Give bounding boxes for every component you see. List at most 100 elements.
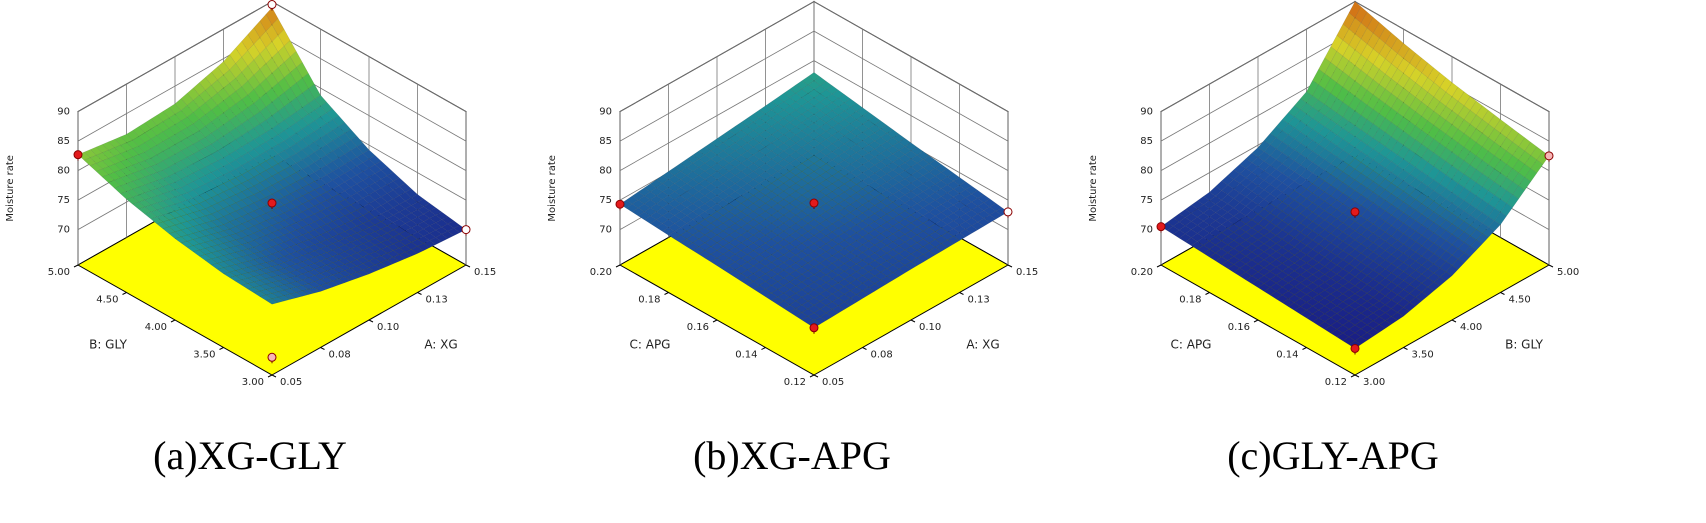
y-tick-label: 0.20: [590, 267, 612, 278]
surface-patch: [1360, 316, 1374, 325]
surface-patch: [1372, 264, 1386, 275]
surface-patch: [1512, 132, 1526, 147]
surface-patch: [1421, 218, 1435, 229]
surface-patch: [1275, 163, 1289, 174]
surface-patch: [1318, 219, 1332, 230]
surface-patch: [332, 194, 346, 203]
surface-patch: [1275, 220, 1289, 231]
surface-patch: [1306, 95, 1319, 108]
surface-patch: [1281, 290, 1295, 299]
surface-patch: [320, 174, 333, 185]
surface-patch: [247, 176, 261, 187]
design-point: [615, 199, 625, 209]
surface-patch: [1348, 168, 1362, 181]
surface-patch: [1330, 328, 1344, 338]
surface-patch: [417, 198, 431, 207]
surface-patch: [1166, 217, 1180, 227]
surface-patch: [283, 277, 297, 284]
surface-patch: [1415, 264, 1429, 275]
surface-patch: [1427, 152, 1441, 167]
surface-patch: [1421, 207, 1435, 219]
y-tick-label: 0.12: [1325, 377, 1347, 388]
surface-patch: [338, 264, 352, 271]
surface-patch: [1433, 183, 1447, 195]
surface-patch: [1360, 332, 1374, 341]
surface-patch: [1378, 73, 1392, 90]
surface-patch: [1360, 187, 1374, 199]
design-point: [1003, 207, 1013, 217]
surface-patch: [314, 137, 327, 149]
surface-patch: [1275, 286, 1289, 296]
surface-patch: [1239, 255, 1253, 265]
surface-patch: [1245, 181, 1259, 192]
surface-patch: [1409, 111, 1422, 127]
y-axis-label: B: GLY: [89, 338, 127, 352]
surface-patch: [1215, 180, 1229, 191]
surface-patch: [380, 225, 394, 234]
surface-patch: [1336, 285, 1350, 295]
surface-patch: [1239, 271, 1253, 281]
surface-patch: [235, 183, 249, 193]
surface-patch: [1172, 221, 1186, 231]
surface-patch: [1348, 309, 1362, 318]
surface-patch: [356, 180, 370, 190]
surface-patch: [1360, 324, 1374, 333]
surface-patch: [1433, 72, 1447, 88]
surface-patch: [380, 184, 394, 194]
surface-patch: [1300, 235, 1313, 246]
surface-patch: [1403, 162, 1416, 175]
surface-patch: [1215, 190, 1229, 201]
surface-patch: [1306, 150, 1319, 163]
surface-patch: [1403, 302, 1416, 312]
surface-patch: [1469, 239, 1483, 251]
surface-patch: [314, 105, 327, 118]
surface-patch: [1427, 242, 1441, 254]
surface-patch: [1445, 96, 1459, 111]
surface-patch: [1372, 98, 1386, 115]
surface-patch: [1439, 219, 1453, 231]
surface-patch: [1294, 213, 1307, 224]
surface-patch: [1366, 202, 1380, 214]
surface-patch: [1463, 137, 1477, 152]
tick-mark: [368, 319, 374, 323]
surface-patch: [295, 219, 309, 228]
surface-patch: [1318, 126, 1332, 138]
surface-patch: [1397, 298, 1410, 308]
surface-patch: [1354, 297, 1368, 306]
surface-patch: [1415, 171, 1429, 183]
surface-patch: [1269, 137, 1283, 149]
surface-patch: [1384, 308, 1398, 317]
surface-patch: [356, 236, 370, 244]
surface-patch: [1263, 239, 1277, 248]
surface-patch: [350, 165, 364, 176]
surface-patch: [320, 246, 334, 253]
surface-patch: [1397, 222, 1410, 234]
surface-patch: [295, 241, 309, 250]
surface-patch: [314, 202, 327, 212]
surface-patch: [95, 160, 109, 170]
surface-patch: [1360, 11, 1374, 29]
surface-patch: [1281, 258, 1295, 268]
surface-patch: [1294, 282, 1307, 291]
surface-patch: [313, 248, 328, 256]
surface-patch: [1457, 187, 1471, 201]
surface-patch: [1378, 304, 1392, 313]
surface-patch: [1300, 294, 1313, 303]
surface-patch: [1469, 155, 1483, 170]
surface-patch: [1257, 198, 1271, 209]
x-tick-label: 4.50: [1509, 295, 1531, 306]
surface-patch: [259, 131, 273, 143]
surface-patch: [1433, 276, 1447, 287]
surface-patch: [289, 276, 303, 282]
surface-patch: [1263, 263, 1277, 272]
surface-patch: [362, 203, 376, 213]
surface-patch: [1348, 332, 1362, 341]
surface-patch: [1366, 32, 1380, 50]
surface-patch: [1312, 144, 1325, 156]
surface-patch: [398, 245, 412, 253]
surface-patch: [1306, 139, 1319, 152]
surface-patch: [1494, 185, 1507, 200]
surface-patch: [356, 263, 370, 271]
surface-patch: [1415, 255, 1429, 266]
surface-patch: [1342, 44, 1356, 62]
